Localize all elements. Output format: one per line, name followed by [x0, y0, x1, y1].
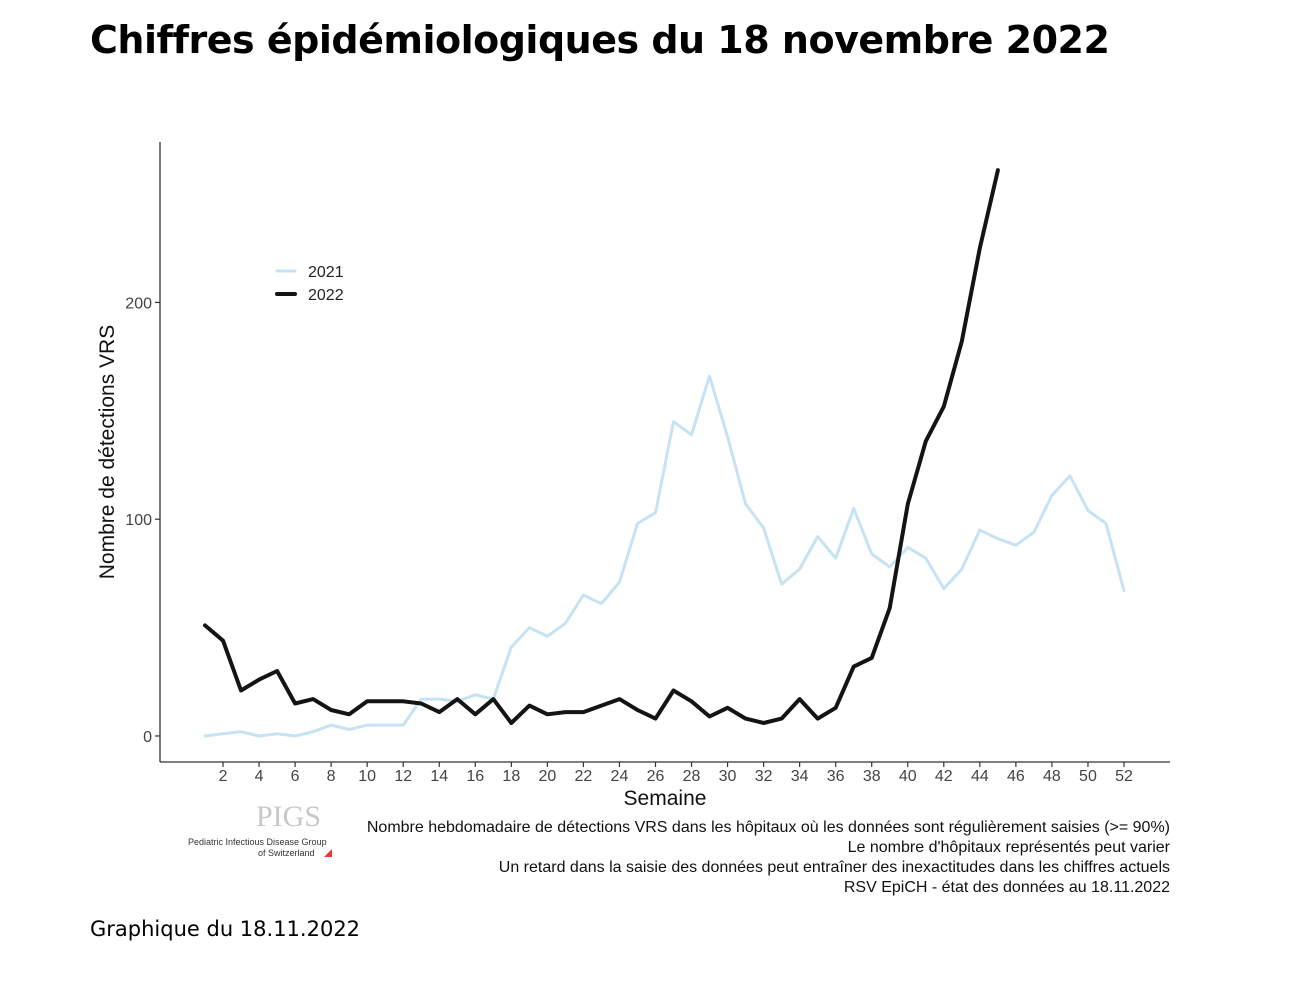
- logo-line-2: of Switzerland: [258, 848, 315, 858]
- series-line-2022: [203, 168, 1000, 725]
- y-axis-title: Nombre de détections VRS: [96, 325, 119, 579]
- y-tick-label: 0: [143, 729, 152, 746]
- chart-note: Un retard dans la saisie des données peu…: [499, 859, 1170, 876]
- x-tick-label: 2: [219, 768, 228, 785]
- x-tick-label: 50: [1079, 768, 1097, 785]
- logo-wordmark: PIGS: [256, 800, 321, 833]
- x-axis-title: Semaine: [624, 787, 707, 810]
- y-tick-label: 100: [125, 512, 152, 529]
- x-tick-label: 28: [683, 768, 701, 785]
- legend: 2021 2022: [275, 264, 344, 304]
- x-tick-label: 44: [971, 768, 989, 785]
- logo-accent-icon: [324, 849, 332, 857]
- pigs-logo: PIGS Pediatric Infectious Disease Groupof…: [188, 800, 332, 858]
- legend-label-2021: 2021: [308, 264, 344, 281]
- graph-caption: Graphique du 18.11.2022: [90, 917, 361, 941]
- x-tick-label: 42: [935, 768, 953, 785]
- chart-note: Le nombre d'hôpitaux représentés peut va…: [848, 839, 1171, 856]
- chart-note: RSV EpiCH - état des données au 18.11.20…: [844, 879, 1170, 896]
- chart-note: Nombre hebdomadaire de détections VRS da…: [367, 819, 1170, 836]
- x-tick-label: 8: [327, 768, 336, 785]
- x-tick-label: 40: [899, 768, 917, 785]
- x-tick-label: 6: [291, 768, 300, 785]
- x-tick-label: 12: [394, 768, 412, 785]
- chart-notes: Nombre hebdomadaire de détections VRS da…: [367, 819, 1171, 896]
- x-tick-label: 22: [575, 768, 593, 785]
- x-tick-label: 46: [1007, 768, 1025, 785]
- x-tick-label: 10: [358, 768, 376, 785]
- x-tick-label: 18: [502, 768, 520, 785]
- x-tick-label: 36: [827, 768, 845, 785]
- series-lines: [203, 168, 1126, 738]
- legend-label-2022: 2022: [308, 287, 344, 304]
- x-tick-label: 48: [1043, 768, 1061, 785]
- x-tick-label: 20: [538, 768, 556, 785]
- x-tick-label: 32: [755, 768, 773, 785]
- x-tick-label: 4: [255, 768, 264, 785]
- logo-line-1: Pediatric Infectious Disease Group: [188, 837, 327, 847]
- x-tick-label: 38: [863, 768, 881, 785]
- x-tick-label: 26: [647, 768, 665, 785]
- series-line-2021: [203, 374, 1126, 738]
- x-tick-label: 16: [466, 768, 484, 785]
- page-title: Chiffres épidémiologiques du 18 novembre…: [90, 18, 1110, 62]
- x-tick-label: 24: [611, 768, 629, 785]
- x-tick-label: 14: [430, 768, 448, 785]
- y-tick-label: 200: [125, 295, 152, 312]
- x-tick-label: 52: [1115, 768, 1133, 785]
- x-tick-label: 34: [791, 768, 809, 785]
- x-tick-label: 30: [719, 768, 737, 785]
